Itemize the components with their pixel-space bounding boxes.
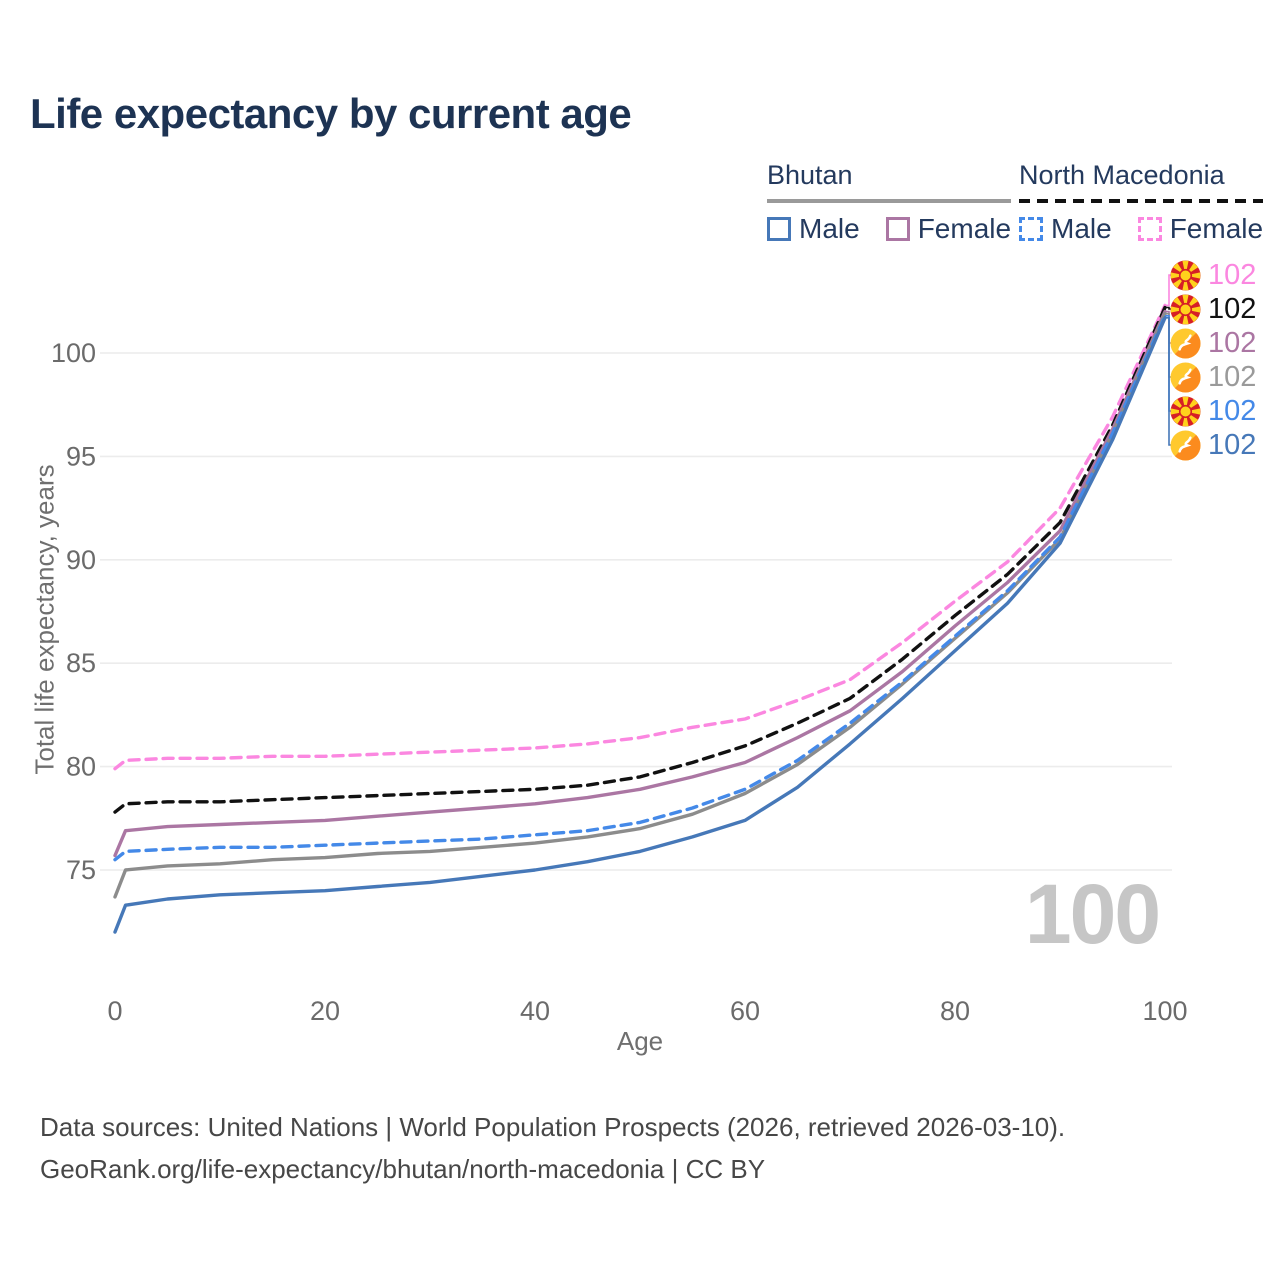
x-tick-label: 40 xyxy=(520,996,550,1026)
y-tick-label: 90 xyxy=(66,545,96,575)
series-line-bhutan-female xyxy=(113,309,1167,858)
end-value: 102 xyxy=(1208,428,1257,461)
y-tick-label: 100 xyxy=(51,338,96,368)
end-label-north-macedonia-female: 102 xyxy=(1170,258,1256,292)
series-line-bhutan-male xyxy=(113,316,1167,934)
attribution-url-text: GeoRank.org/life-expectancy/bhutan/north… xyxy=(40,1154,766,1184)
end-label-north-macedonia-male: 102 xyxy=(1170,394,1256,428)
x-tick-label: 0 xyxy=(107,996,122,1026)
legend-item-label: Male xyxy=(799,213,860,244)
x-tick-label: 60 xyxy=(730,996,760,1026)
end-value: 102 xyxy=(1208,326,1257,359)
footer: Data sources: United Nations | World Pop… xyxy=(40,1106,1240,1190)
north-macedonia-total-line-swatch xyxy=(1019,199,1264,203)
series-line-north-macedonia-female xyxy=(113,303,1167,771)
legend-item-north-macedonia-male[interactable]: Male xyxy=(1019,213,1112,245)
end-label-bhutan-male: 102 xyxy=(1170,428,1256,462)
legend-header-label: Bhutan xyxy=(767,160,853,190)
legend-item-label: Male xyxy=(1051,213,1112,244)
series-line-north-macedonia-total xyxy=(113,305,1167,814)
north-macedonia-flag-icon xyxy=(1170,395,1201,427)
y-tick-label: 75 xyxy=(66,855,96,885)
legend-item-north-macedonia-female[interactable]: Female xyxy=(1137,213,1264,245)
north-macedonia-male-swatch xyxy=(1019,217,1043,241)
age-counter-watermark: 100 xyxy=(1024,867,1161,961)
north-macedonia-flag-icon xyxy=(1170,293,1201,325)
legend-group-north-macedonia: North Macedonia Male Female xyxy=(1019,160,1264,245)
legend-item-label: Female xyxy=(1169,213,1264,244)
y-tick-label: 95 xyxy=(66,441,96,471)
bhutan-male-swatch xyxy=(767,217,791,241)
bhutan-flag-icon xyxy=(1170,429,1201,461)
legend-item-bhutan-female[interactable]: Female xyxy=(885,213,1012,245)
bhutan-total-line-swatch xyxy=(767,199,1012,203)
end-value: 102 xyxy=(1208,258,1257,291)
x-tick-label: 100 xyxy=(1142,996,1187,1026)
end-value: 102 xyxy=(1208,394,1257,427)
page-title: Life expectancy by current age xyxy=(30,90,632,137)
x-tick-label: 20 xyxy=(310,996,340,1026)
legend-item-bhutan-male[interactable]: Male xyxy=(767,213,860,245)
y-tick-label: 80 xyxy=(66,752,96,782)
x-axis-title: Age xyxy=(616,1026,664,1056)
north-macedonia-female-swatch xyxy=(1137,217,1162,241)
legend-header-label: North Macedonia xyxy=(1019,160,1225,190)
legend-item-label: Female xyxy=(917,213,1012,244)
y-axis-title: Total life expectancy, years xyxy=(29,464,60,775)
x-tick-label: 80 xyxy=(940,996,970,1026)
bhutan-flag-icon xyxy=(1170,361,1201,393)
end-label-north-macedonia-total: 102 xyxy=(1170,292,1256,326)
series-line-north-macedonia-male xyxy=(113,314,1167,862)
bhutan-female-swatch xyxy=(885,217,910,241)
end-label-bhutan-total: 102 xyxy=(1170,360,1256,394)
end-value: 102 xyxy=(1208,360,1257,393)
y-tick-label: 85 xyxy=(66,648,96,678)
end-value: 102 xyxy=(1208,292,1257,325)
north-macedonia-flag-icon xyxy=(1170,259,1201,291)
series-line-bhutan-total xyxy=(113,312,1167,899)
legend-header-bhutan[interactable]: Bhutan xyxy=(767,160,1012,203)
legend-group-bhutan: Bhutan Male Female xyxy=(767,160,1012,245)
end-label-bhutan-female: 102 xyxy=(1170,326,1256,360)
legend-header-north-macedonia[interactable]: North Macedonia xyxy=(1019,160,1264,203)
data-sources-text: Data sources: United Nations | World Pop… xyxy=(40,1112,1066,1142)
bhutan-flag-icon xyxy=(1170,327,1201,359)
